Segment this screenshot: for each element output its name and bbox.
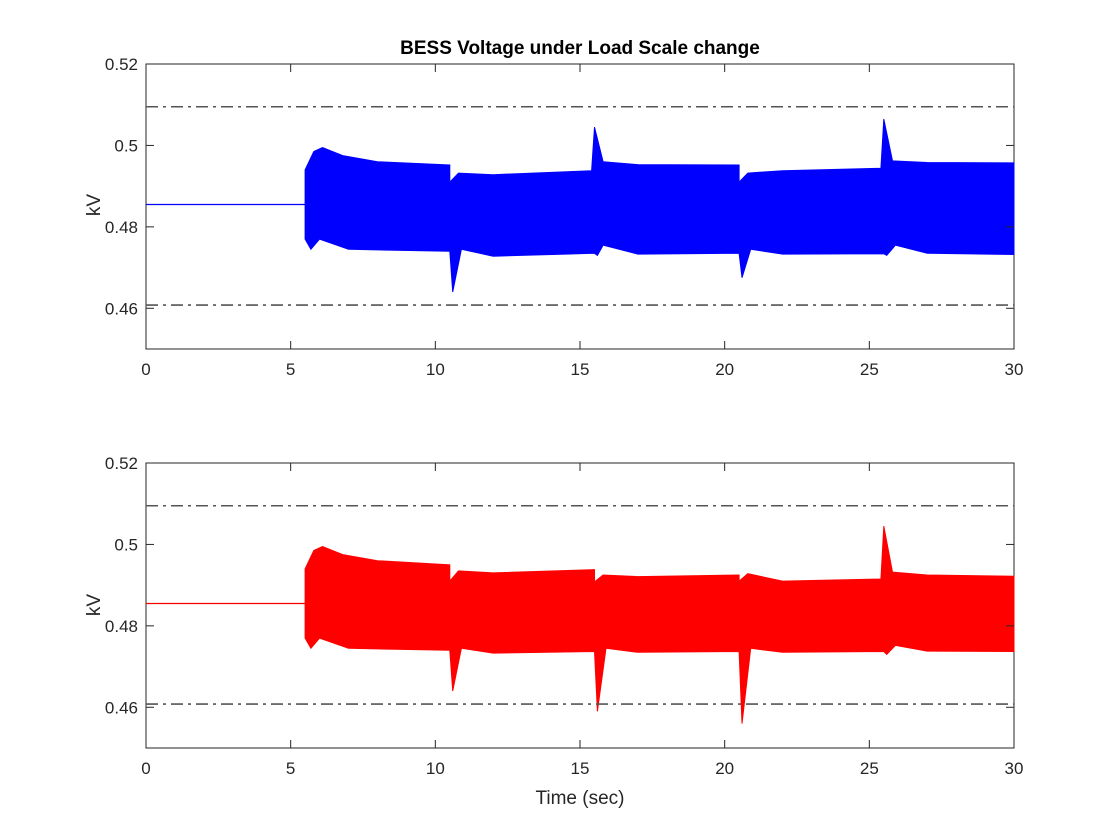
x-tick-label: 0 <box>141 759 150 778</box>
top-voltage-plot: BESS Voltage under Load Scale change kV … <box>84 38 1023 379</box>
x-tick-label: 15 <box>571 360 590 379</box>
x-tick-label: 20 <box>715 360 734 379</box>
voltage-series-band <box>304 118 1015 293</box>
x-tick-label: 5 <box>286 360 295 379</box>
x-tick-label: 20 <box>715 759 734 778</box>
x-tick-label: 30 <box>1005 759 1024 778</box>
y-axis-label: kV <box>84 194 105 217</box>
voltage-series-band <box>304 526 1015 724</box>
bottom-voltage-plot: kV Time (sec) 0 5 10 15 20 25 30 0.46 0.48 0.5 0.5… <box>84 454 1023 809</box>
y-tick-label: 0.46 <box>105 299 138 318</box>
y-tick-label: 0.48 <box>105 617 138 636</box>
x-tick-label: 25 <box>860 759 879 778</box>
x-tick-label: 0 <box>141 360 150 379</box>
y-tick-label: 0.48 <box>105 218 138 237</box>
y-tick-label: 0.52 <box>105 55 138 74</box>
y-tick-label: 0.5 <box>114 136 138 155</box>
y-tick-label: 0.52 <box>105 454 138 473</box>
chart-title: BESS Voltage under Load Scale change <box>400 38 760 59</box>
y-axis-label: kV <box>84 594 105 617</box>
y-tick-label: 0.5 <box>114 535 138 554</box>
x-tick-label: 10 <box>426 360 445 379</box>
x-tick-label: 25 <box>860 360 879 379</box>
x-tick-label: 5 <box>286 759 295 778</box>
x-tick-label: 10 <box>426 759 445 778</box>
x-tick-label: 15 <box>571 759 590 778</box>
x-axis-label: Time (sec) <box>535 788 624 809</box>
x-tick-label: 30 <box>1005 360 1024 379</box>
y-tick-label: 0.46 <box>105 698 138 717</box>
